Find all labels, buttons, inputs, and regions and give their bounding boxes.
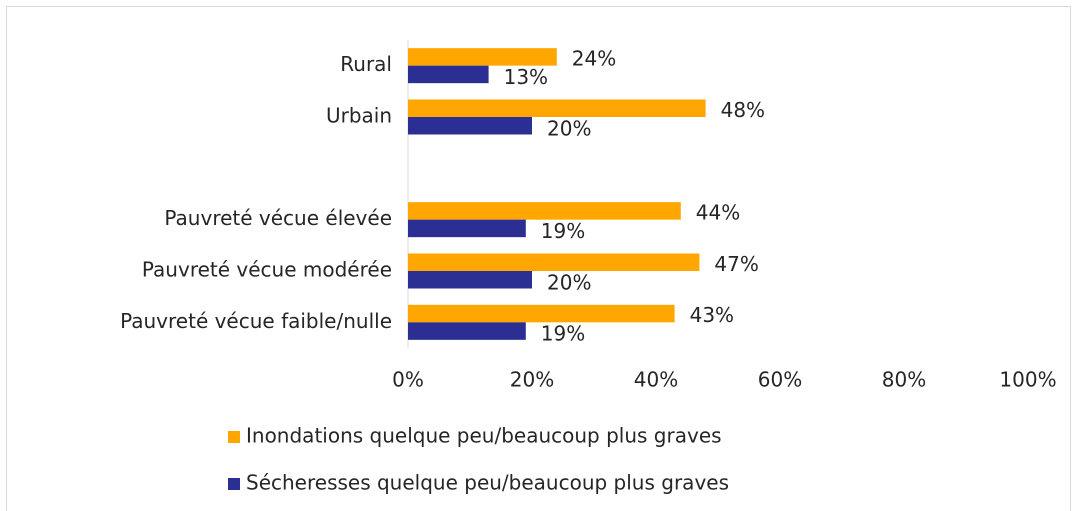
- bar: [408, 322, 526, 340]
- bar: [408, 271, 532, 289]
- bar: [408, 65, 489, 84]
- legend-swatch: [228, 478, 240, 490]
- category-label: Urbain: [326, 104, 392, 128]
- x-tick-label: 100%: [999, 368, 1056, 392]
- legend-label: Inondations quelque peu/beaucoup plus gr…: [246, 424, 722, 448]
- category-label: Pauvreté vécue modérée: [142, 258, 392, 282]
- category-label: Rural: [340, 52, 392, 76]
- value-label: 19%: [541, 322, 585, 346]
- value-label: 48%: [721, 98, 765, 122]
- category-label: Pauvreté vécue élevée: [164, 206, 392, 230]
- bar: [408, 99, 706, 117]
- x-tick-label: 60%: [758, 368, 802, 392]
- value-label: 20%: [547, 270, 591, 294]
- bar: [408, 253, 700, 271]
- bar: [408, 202, 681, 220]
- bar: [408, 304, 675, 323]
- bar: [408, 48, 557, 66]
- value-label: 24%: [572, 46, 616, 70]
- bar: [408, 117, 532, 135]
- bar: [408, 219, 526, 238]
- value-label: 20%: [547, 116, 591, 140]
- value-label: 44%: [696, 200, 740, 224]
- legend-swatch: [228, 431, 240, 443]
- value-label: 19%: [541, 219, 585, 243]
- value-label: 43%: [690, 303, 734, 327]
- x-tick-label: 40%: [634, 368, 678, 392]
- category-label: Pauvreté vécue faible/nulle: [120, 309, 392, 333]
- x-tick-label: 0%: [392, 368, 424, 392]
- value-label: 13%: [504, 65, 548, 89]
- value-label: 47%: [714, 252, 758, 276]
- x-tick-label: 80%: [882, 368, 926, 392]
- x-tick-label: 20%: [510, 368, 554, 392]
- legend-label: Sécheresses quelque peu/beaucoup plus gr…: [246, 471, 729, 495]
